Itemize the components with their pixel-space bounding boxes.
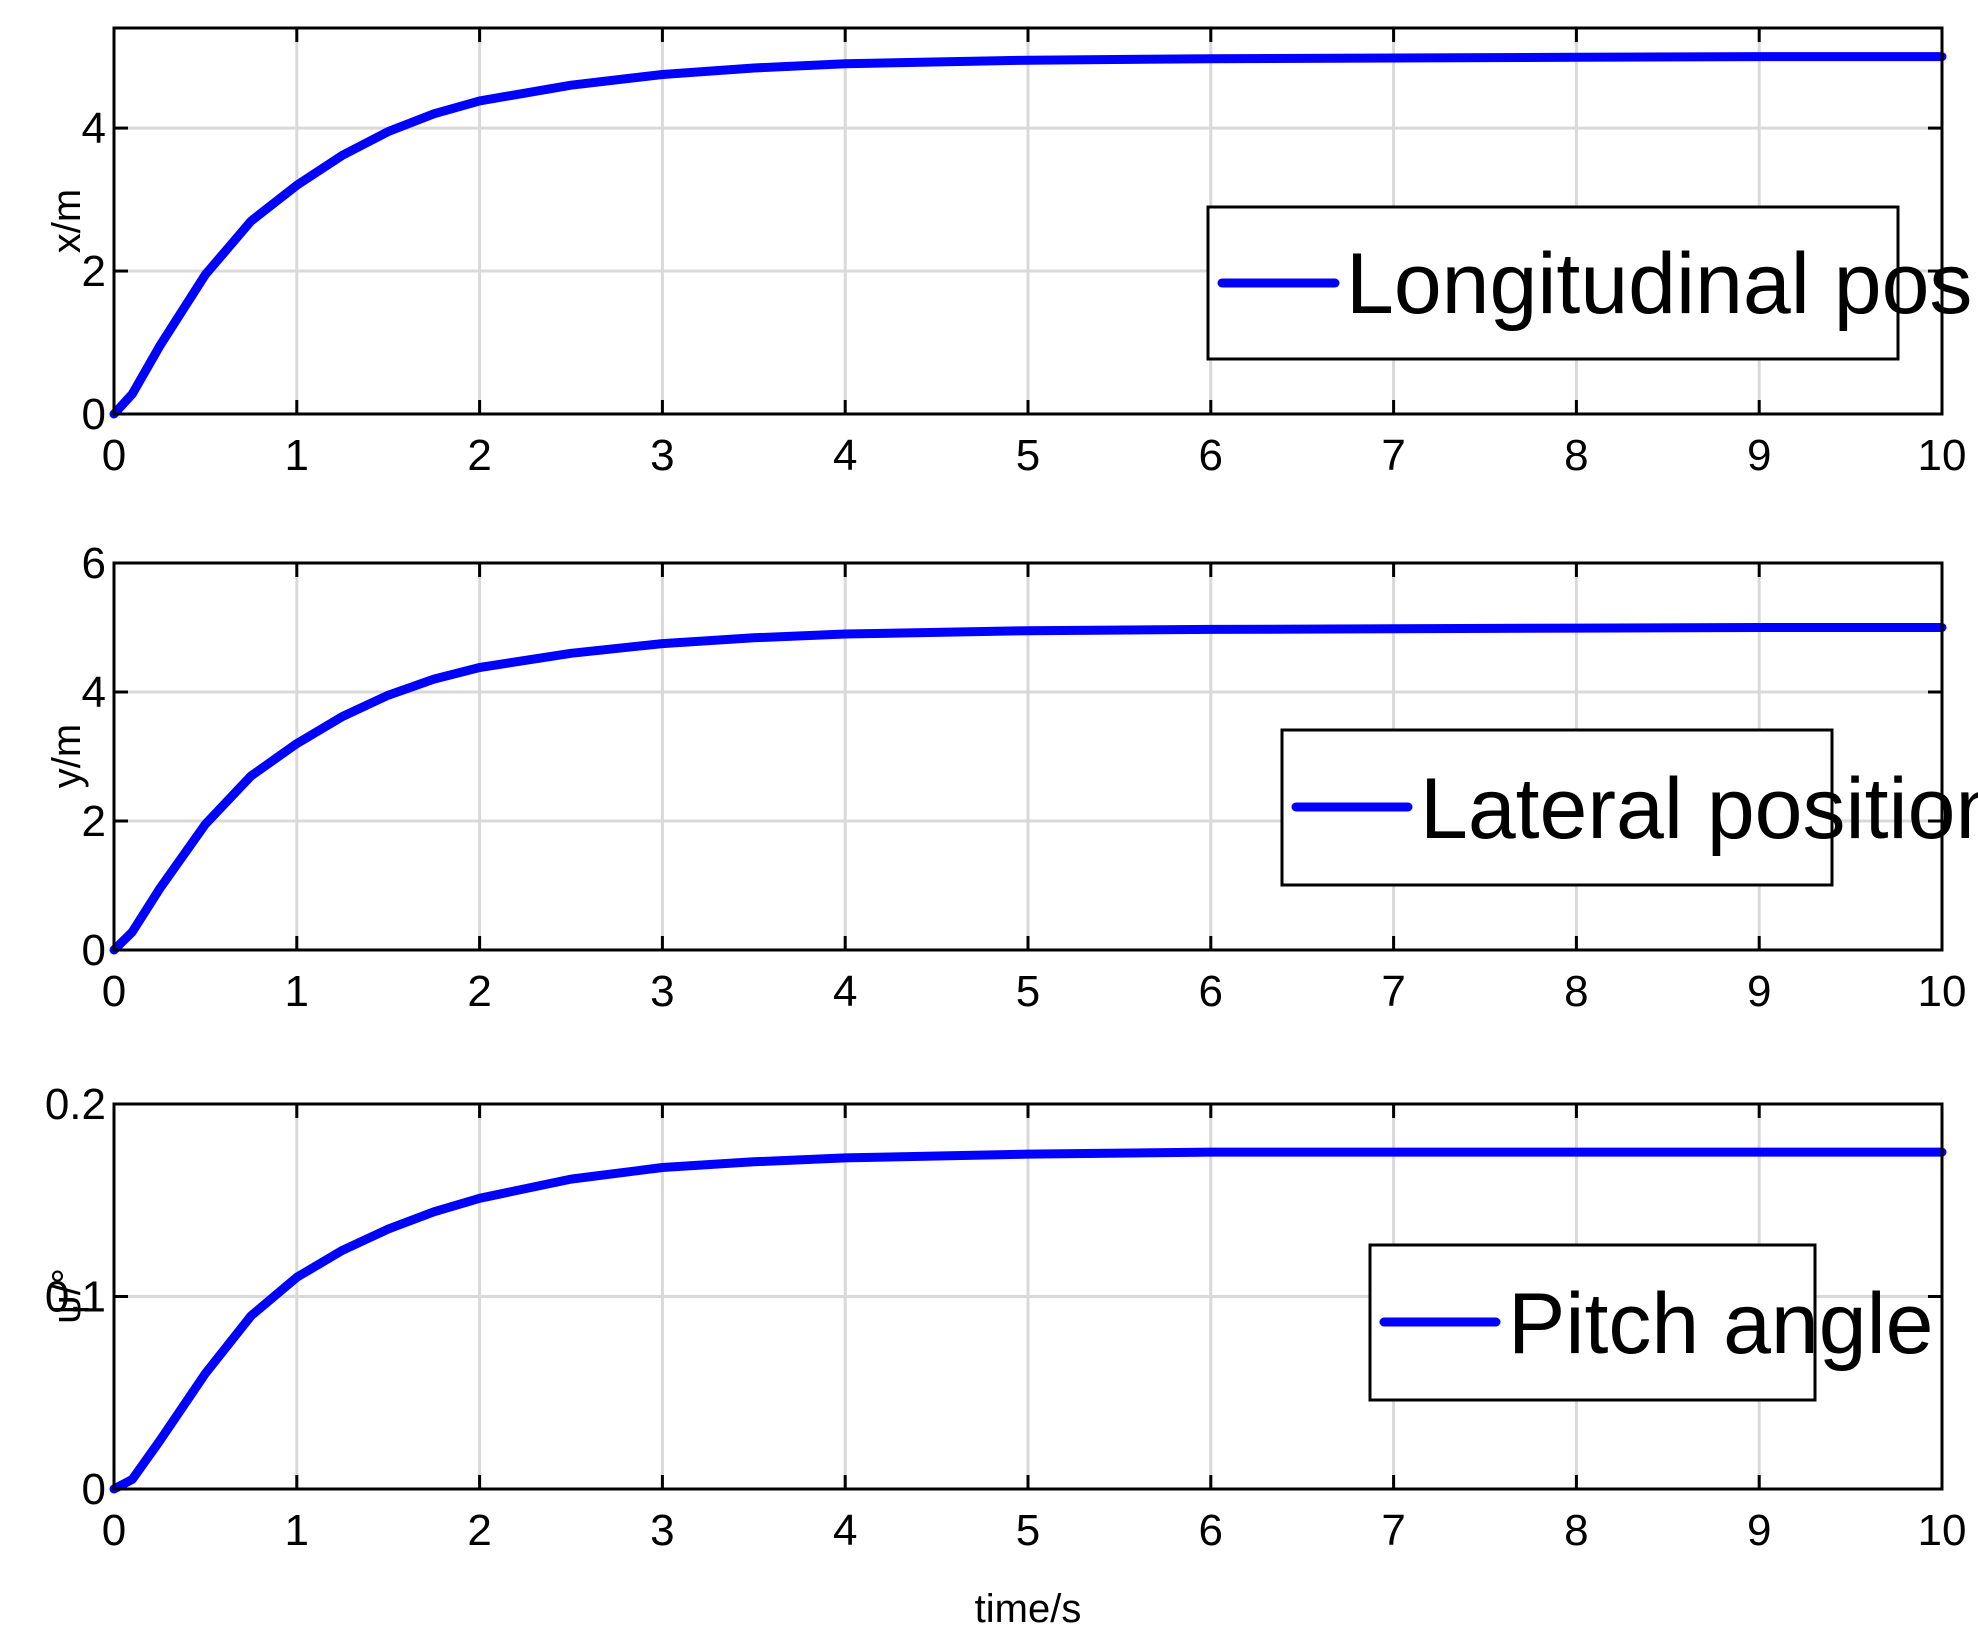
y-axis-label-psi: ψ/° bbox=[45, 1268, 89, 1324]
x-tick-label: 1 bbox=[285, 967, 309, 1016]
x-tick-label: 2 bbox=[467, 967, 491, 1016]
series-layer-psi bbox=[109, 1147, 1947, 1494]
x-tick-label: 0 bbox=[102, 967, 126, 1016]
x-tick-label: 2 bbox=[467, 431, 491, 480]
x-tick-label: 4 bbox=[833, 1506, 857, 1555]
y-tick-label: 4 bbox=[82, 104, 106, 153]
x-tick-label: 0 bbox=[102, 1506, 126, 1555]
x-tick-label: 9 bbox=[1747, 1506, 1771, 1555]
x-tick-label: 4 bbox=[833, 967, 857, 1016]
x-tick-label: 9 bbox=[1747, 431, 1771, 480]
legend-psi: Pitch angle bbox=[1368, 1243, 1934, 1402]
y-tick-label: 4 bbox=[82, 668, 106, 717]
x-tick-label: 5 bbox=[1016, 431, 1040, 480]
y-tick-label: 2 bbox=[82, 247, 106, 296]
y-tick-label: 0.1 bbox=[45, 1273, 106, 1322]
x-tick-label: 4 bbox=[833, 431, 857, 480]
x-tick-label: 7 bbox=[1381, 431, 1405, 480]
legend-label-y: Lateral position bbox=[1420, 761, 1978, 857]
x-tick-label: 10 bbox=[1918, 967, 1967, 1016]
x-tick-label: 6 bbox=[1199, 1506, 1223, 1555]
series-line-y bbox=[109, 623, 1947, 955]
series-line-psi bbox=[109, 1147, 1947, 1494]
legend-label-x: Longitudinal position bbox=[1346, 236, 1978, 332]
series-layer-y bbox=[109, 623, 1947, 955]
x-tick-label: 3 bbox=[650, 431, 674, 480]
x-tick-label: 8 bbox=[1564, 431, 1588, 480]
x-axis-label: time/s bbox=[975, 1587, 1082, 1631]
x-tick-label: 3 bbox=[650, 967, 674, 1016]
x-tick-label: 10 bbox=[1918, 1506, 1967, 1555]
x-tick-label: 1 bbox=[285, 1506, 309, 1555]
series-layer-x bbox=[109, 52, 1947, 419]
x-tick-label: 2 bbox=[467, 1506, 491, 1555]
x-tick-label: 6 bbox=[1199, 431, 1223, 480]
y-tick-label: 0 bbox=[82, 1465, 106, 1514]
x-tick-label: 3 bbox=[650, 1506, 674, 1555]
x-tick-label: 7 bbox=[1381, 967, 1405, 1016]
legend-x: Longitudinal position bbox=[1206, 205, 1978, 361]
y-tick-label: 0 bbox=[82, 926, 106, 975]
y-tick-label: 2 bbox=[82, 797, 106, 846]
series-line-x bbox=[109, 52, 1947, 419]
ticks-x: 0 1 2 3 4 5 6 7 8 9 10 0 2 4 bbox=[82, 28, 1967, 480]
x-tick-label: 5 bbox=[1016, 1506, 1040, 1555]
y-tick-label: 0 bbox=[82, 390, 106, 439]
y-axis-label-x: x/m bbox=[45, 189, 89, 253]
x-tick-label: 5 bbox=[1016, 967, 1040, 1016]
legend-y: Lateral position bbox=[1280, 728, 1978, 887]
y-tick-label: 6 bbox=[82, 539, 106, 588]
x-tick-label: 9 bbox=[1747, 967, 1771, 1016]
y-axis-label-y: y/m bbox=[45, 724, 89, 788]
x-tick-label: 7 bbox=[1381, 1506, 1405, 1555]
x-tick-label: 6 bbox=[1199, 967, 1223, 1016]
panel-psi: 0 1 2 3 4 5 6 7 8 9 10 0 0.1 0.2 ψ/° Pitch angle time… bbox=[45, 1080, 1967, 1631]
x-tick-label: 1 bbox=[285, 431, 309, 480]
x-tick-label: 0 bbox=[102, 431, 126, 480]
legend-label-psi: Pitch angle bbox=[1508, 1276, 1934, 1372]
panel-y: 0 1 2 3 4 5 6 7 8 9 10 0 2 4 6 y/m Lateral position bbox=[45, 539, 1978, 1016]
y-tick-label: 0.2 bbox=[45, 1080, 106, 1129]
x-tick-label: 10 bbox=[1918, 431, 1967, 480]
x-tick-label: 8 bbox=[1564, 1506, 1588, 1555]
ticks-psi: 0 1 2 3 4 5 6 7 8 9 10 0 0.1 0.2 bbox=[45, 1080, 1967, 1555]
x-tick-label: 8 bbox=[1564, 967, 1588, 1016]
ticks-y: 0 1 2 3 4 5 6 7 8 9 10 0 2 4 6 bbox=[82, 539, 1967, 1016]
